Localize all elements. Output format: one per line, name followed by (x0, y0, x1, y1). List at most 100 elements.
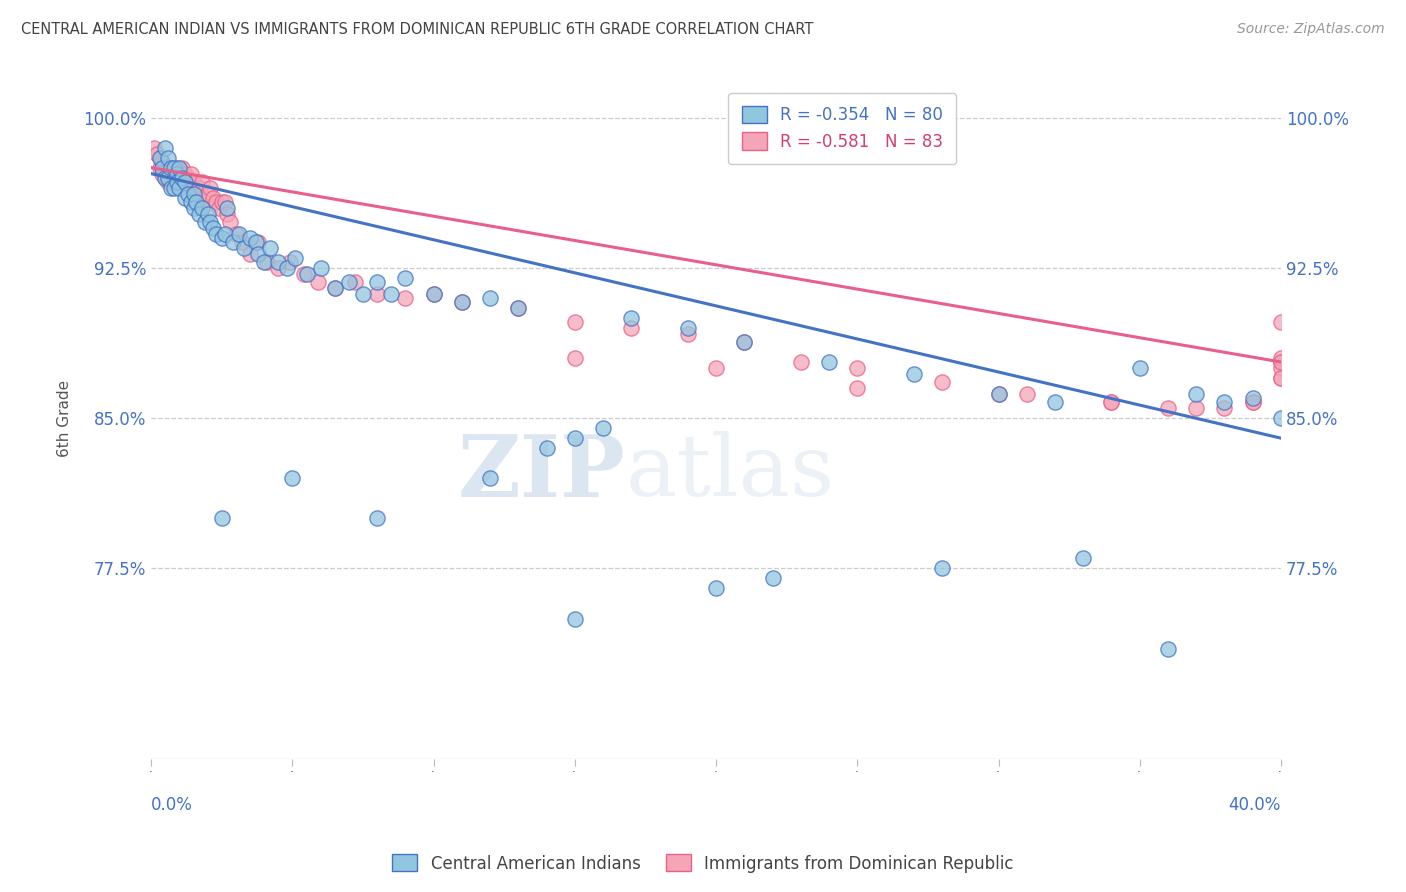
Point (276, 260, 298, 275)
Point (450, 294, 472, 309)
Point (214, 194, 236, 209)
Point (1270, 411, 1292, 425)
Point (1270, 315, 1292, 329)
Point (676, 321, 699, 335)
Text: ZIP: ZIP (458, 431, 626, 515)
Point (146, 146, 169, 161)
Point (592, 421, 614, 435)
Point (284, 251, 307, 265)
Point (208, 201, 231, 215)
Point (211, 194, 233, 209)
Point (366, 286, 388, 301)
Point (323, 281, 346, 295)
Point (247, 247, 270, 261)
Point (564, 431, 586, 445)
Point (245, 235, 267, 249)
Point (1270, 355, 1292, 369)
Point (163, 175, 186, 189)
Point (380, 286, 402, 301)
Point (1270, 355, 1292, 369)
Point (200, 215, 222, 229)
Point (309, 260, 332, 275)
Point (160, 161, 183, 175)
Point (157, 175, 180, 189)
Point (160, 161, 183, 175)
Point (183, 175, 205, 189)
Point (676, 326, 699, 341)
Point (214, 227, 236, 241)
Point (1270, 371, 1292, 385)
Point (191, 201, 214, 215)
Point (536, 441, 558, 455)
Text: 40.0%: 40.0% (1229, 797, 1281, 814)
Point (169, 180, 191, 194)
Point (1157, 641, 1180, 656)
Point (166, 167, 188, 181)
Point (366, 511, 388, 525)
Point (450, 294, 472, 309)
Point (202, 191, 225, 205)
Point (152, 154, 174, 169)
Point (620, 321, 643, 335)
Point (239, 231, 262, 245)
Point (1129, 361, 1152, 376)
Text: Source: ZipAtlas.com: Source: ZipAtlas.com (1237, 22, 1385, 37)
Point (1270, 355, 1292, 369)
Point (180, 167, 202, 181)
Point (1241, 395, 1264, 409)
Point (191, 175, 214, 189)
Point (704, 361, 727, 376)
Point (197, 207, 219, 221)
Point (267, 260, 290, 275)
Point (343, 275, 366, 289)
Point (172, 170, 194, 185)
Point (152, 161, 174, 175)
Point (422, 286, 444, 301)
Point (219, 215, 242, 229)
Point (149, 151, 172, 165)
Point (183, 201, 205, 215)
Point (1043, 395, 1066, 409)
Point (733, 334, 755, 349)
Point (1071, 551, 1094, 566)
Point (1101, 395, 1123, 409)
Point (166, 170, 188, 185)
Point (169, 175, 191, 189)
Point (231, 235, 253, 249)
Point (247, 235, 270, 249)
Point (1015, 387, 1038, 401)
Point (183, 186, 205, 201)
Point (166, 161, 188, 175)
Point (1270, 371, 1292, 385)
Point (172, 161, 194, 175)
Point (174, 191, 197, 205)
Point (394, 270, 416, 285)
Point (228, 227, 250, 241)
Point (1270, 361, 1292, 376)
Point (564, 611, 586, 625)
Point (479, 291, 502, 305)
Point (194, 191, 217, 205)
Point (394, 291, 416, 305)
Point (508, 301, 530, 315)
Y-axis label: 6th Grade: 6th Grade (58, 380, 72, 457)
Point (174, 175, 197, 189)
Point (1213, 395, 1236, 409)
Point (903, 367, 925, 381)
Point (704, 582, 727, 596)
Point (177, 175, 200, 189)
Point (253, 255, 276, 269)
Point (564, 315, 586, 329)
Point (163, 180, 186, 194)
Point (217, 201, 239, 215)
Point (233, 241, 256, 255)
Point (292, 267, 315, 281)
Point (160, 170, 183, 185)
Point (259, 241, 281, 255)
Point (202, 220, 225, 235)
Point (307, 275, 329, 289)
Point (149, 151, 172, 165)
Point (1241, 391, 1264, 405)
Point (733, 334, 755, 349)
Point (222, 235, 245, 249)
